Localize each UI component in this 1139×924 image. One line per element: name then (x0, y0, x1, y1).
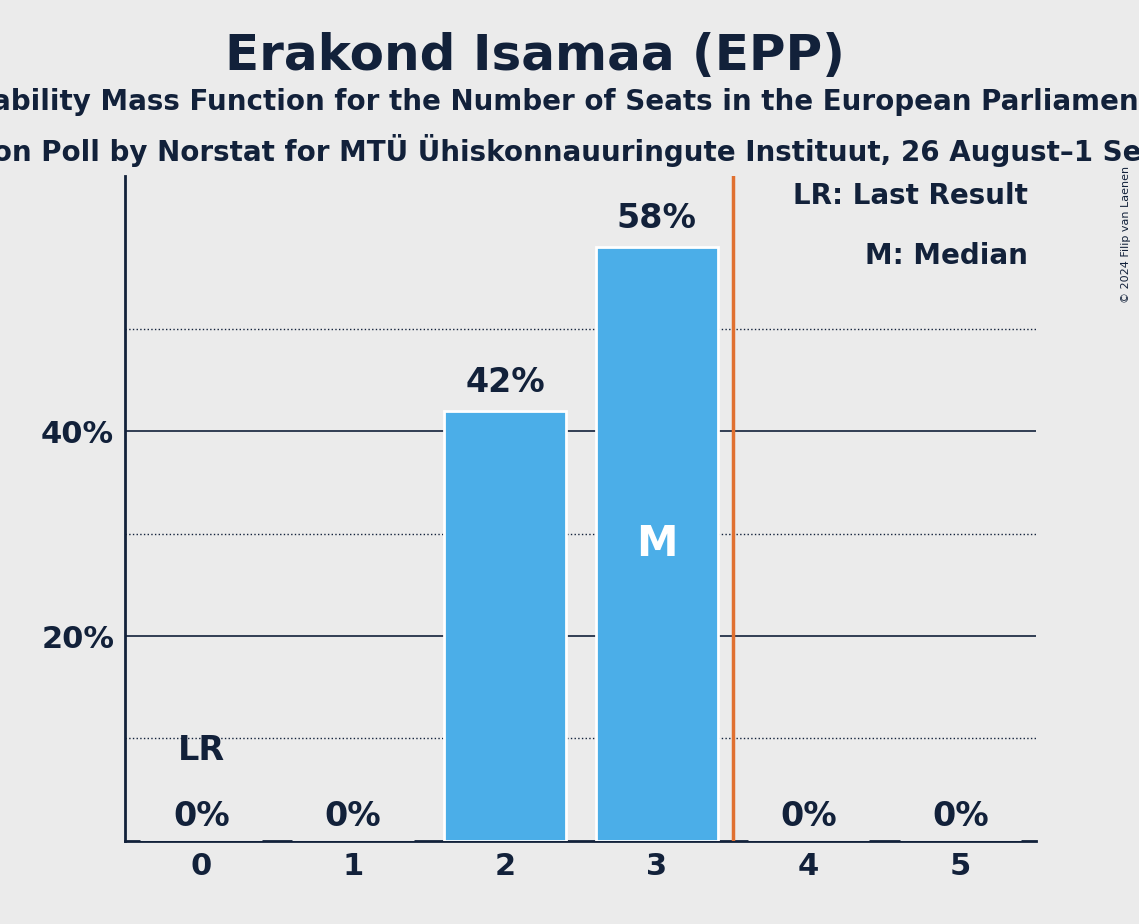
Text: © 2024 Filip van Laenen: © 2024 Filip van Laenen (1121, 166, 1131, 303)
Text: 0%: 0% (173, 799, 230, 833)
Text: Probability Mass Function for the Number of Seats in the European Parliament: Probability Mass Function for the Number… (0, 88, 1139, 116)
Bar (444, 411, 566, 841)
Text: LR: Last Result: LR: Last Result (793, 182, 1027, 211)
Text: 42%: 42% (465, 366, 544, 398)
Text: Erakond Isamaa (EPP): Erakond Isamaa (EPP) (226, 32, 845, 80)
Text: LR: LR (178, 735, 224, 767)
Bar (596, 248, 718, 841)
Text: 58%: 58% (617, 202, 697, 235)
Text: Based on an Opinion Poll by Norstat for MTÜ Ühiskonnauuringute Instituut, 26 Aug: Based on an Opinion Poll by Norstat for … (0, 134, 1139, 167)
Text: M: Median: M: Median (865, 242, 1027, 270)
Text: M: M (636, 523, 678, 565)
Text: 0%: 0% (780, 799, 837, 833)
Text: 0%: 0% (325, 799, 382, 833)
Text: 0%: 0% (932, 799, 989, 833)
